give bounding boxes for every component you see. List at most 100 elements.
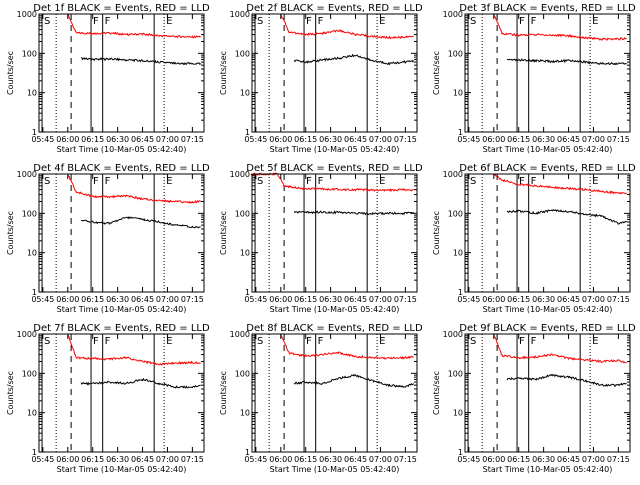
x-axis-label: Start Time (10-Mar-05 05:42:40) [57, 145, 187, 154]
lld-series-line [67, 333, 201, 366]
event-marker-label: F [531, 16, 537, 27]
events-series-line [293, 210, 414, 216]
events-series-line [81, 215, 201, 229]
x-axis-label: Start Time (10-Mar-05 05:42:40) [57, 305, 187, 314]
x-tick-label: 06:30 [106, 295, 129, 304]
y-axis-label: Counts/sec [432, 371, 441, 415]
y-tick-label: 1 [458, 288, 463, 297]
x-tick-label: 06:45 [344, 295, 367, 304]
y-tick-label: 1000 [443, 330, 463, 339]
panel: Det 3f BLACK = Events, RED = LLD S F F E 1 10 1… [432, 3, 636, 154]
y-tick-label: 10 [453, 249, 463, 258]
y-tick-label: 100 [235, 369, 250, 378]
y-tick-label: 10 [240, 249, 250, 258]
y-axis-label: Counts/sec [432, 211, 441, 255]
plot-frame [38, 173, 205, 293]
x-tick-label: 06:15 [81, 135, 104, 144]
y-tick-label: 100 [22, 369, 37, 378]
event-marker-label: F [531, 336, 537, 347]
event-marker-label: E [379, 176, 385, 187]
y-tick-label: 1000 [17, 330, 37, 339]
y-tick-label: 1 [245, 128, 250, 137]
event-marker-label: F [93, 176, 99, 187]
y-tick-label: 1 [32, 128, 37, 137]
y-axis-label: Counts/sec [219, 371, 228, 415]
events-series-line [506, 58, 627, 66]
plot-frame [464, 13, 631, 133]
panel: Det 9f BLACK = Events, RED = LLD S F F E 1 10 1… [432, 323, 636, 474]
x-tick-label: 06:45 [131, 455, 154, 464]
event-marker-label: F [93, 16, 99, 27]
panel: Det 5f BLACK = Events, RED = LLD S F F E 1 10 1… [219, 163, 423, 314]
panel: Det 8f BLACK = Events, RED = LLD S F F E 1 10 1… [219, 323, 423, 474]
event-marker-label: E [166, 176, 172, 187]
x-tick-label: 06:00 [482, 295, 505, 304]
x-axis-label: Start Time (10-Mar-05 05:42:40) [57, 465, 187, 474]
x-tick-label: 06:30 [319, 455, 342, 464]
x-tick-label: 07:15 [181, 295, 204, 304]
event-marker-label: F [105, 176, 111, 187]
y-tick-label: 10 [27, 409, 37, 418]
lld-series-line [67, 13, 201, 39]
y-tick-label: 1000 [230, 10, 250, 19]
x-tick-label: 06:30 [532, 455, 555, 464]
event-marker-label: F [318, 176, 324, 187]
y-tick-label: 100 [448, 49, 463, 58]
x-tick-label: 06:15 [294, 135, 317, 144]
y-tick-label: 10 [27, 89, 37, 98]
lld-series-line [493, 333, 627, 364]
y-tick-label: 100 [448, 369, 463, 378]
x-tick-label: 06:30 [319, 135, 342, 144]
events-series-line [506, 373, 627, 388]
y-tick-label: 1 [32, 448, 37, 457]
event-marker-label: F [531, 176, 537, 187]
x-tick-label: 07:00 [369, 135, 392, 144]
x-axis-label: Start Time (10-Mar-05 05:42:40) [483, 305, 613, 314]
x-tick-label: 06:30 [532, 295, 555, 304]
panel-title: Det 9f BLACK = Events, RED = LLD [459, 323, 636, 334]
x-tick-label: 06:15 [294, 455, 317, 464]
y-tick-label: 1000 [443, 170, 463, 179]
event-marker-label: E [379, 336, 385, 347]
y-tick-label: 1 [32, 288, 37, 297]
event-marker-label: F [519, 16, 525, 27]
y-tick-label: 10 [240, 409, 250, 418]
x-tick-label: 06:15 [294, 295, 317, 304]
x-tick-label: 05:45 [31, 295, 54, 304]
y-tick-label: 10 [453, 89, 463, 98]
x-tick-label: 06:00 [56, 295, 79, 304]
x-tick-label: 05:45 [457, 135, 480, 144]
events-series-line [293, 53, 415, 66]
plot-frame [464, 173, 631, 293]
y-tick-label: 100 [22, 209, 37, 218]
x-tick-label: 06:30 [532, 135, 555, 144]
x-tick-label: 06:45 [131, 135, 154, 144]
x-axis-label: Start Time (10-Mar-05 05:42:40) [270, 465, 400, 474]
x-tick-label: 06:45 [557, 295, 580, 304]
x-tick-label: 06:30 [319, 295, 342, 304]
x-tick-label: 05:45 [244, 135, 267, 144]
event-marker-label: S [257, 16, 263, 27]
y-tick-label: 10 [453, 409, 463, 418]
y-axis-label: Counts/sec [6, 51, 15, 95]
panel-title: Det 7f BLACK = Events, RED = LLD [33, 323, 210, 334]
x-tick-label: 07:00 [582, 295, 605, 304]
y-tick-label: 1 [458, 448, 463, 457]
event-marker-label: S [257, 176, 263, 187]
x-tick-label: 05:45 [31, 135, 54, 144]
event-marker-label: F [105, 16, 111, 27]
plot-frame [38, 333, 205, 453]
event-marker-label: S [470, 176, 476, 187]
panel-title: Det 6f BLACK = Events, RED = LLD [459, 163, 636, 174]
event-marker-label: S [44, 176, 50, 187]
x-tick-label: 06:00 [269, 455, 292, 464]
y-tick-label: 100 [235, 49, 250, 58]
y-tick-label: 1 [245, 448, 250, 457]
x-tick-label: 06:45 [344, 135, 367, 144]
plot-frame [251, 173, 418, 293]
x-axis-label: Start Time (10-Mar-05 05:42:40) [270, 305, 400, 314]
y-axis-label: Counts/sec [219, 51, 228, 95]
y-tick-label: 100 [235, 209, 250, 218]
x-tick-label: 06:45 [557, 455, 580, 464]
x-tick-label: 06:45 [344, 455, 367, 464]
